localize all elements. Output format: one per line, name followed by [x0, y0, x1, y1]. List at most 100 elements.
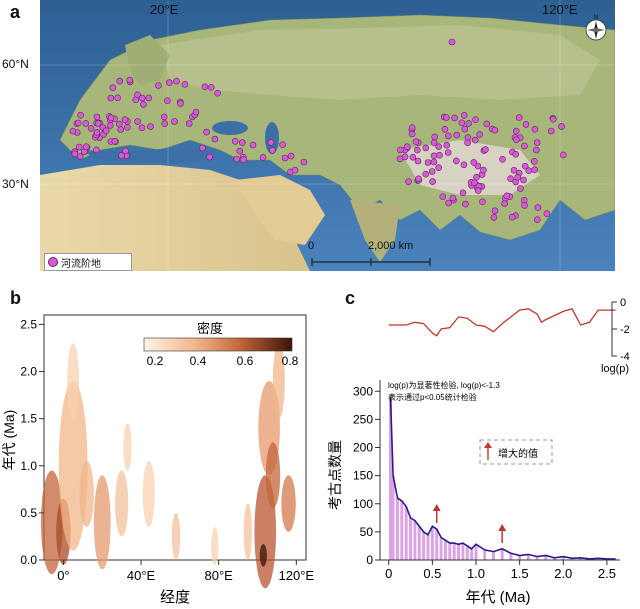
count-xtick-label: 0.5 — [423, 566, 441, 581]
terrace-point — [448, 38, 456, 46]
count-line — [389, 396, 616, 560]
terrace-point — [428, 168, 436, 175]
terrace-point — [117, 126, 124, 133]
panel-a-letter: a — [10, 2, 21, 22]
terrace-point — [171, 118, 178, 125]
terrace-point — [499, 156, 506, 163]
terrace-point — [269, 147, 276, 154]
terrace-point — [291, 166, 299, 174]
count-bar — [461, 543, 465, 560]
count-bar — [443, 540, 447, 560]
terrace-point — [74, 119, 82, 127]
count-ylabel: 考古点数量 — [327, 440, 343, 510]
terrace-point — [452, 157, 460, 165]
scale-end-label: 2,000 km — [368, 240, 414, 252]
terrace-point — [82, 143, 90, 150]
terrace-point — [476, 131, 484, 138]
terrace-point — [474, 187, 482, 194]
arrows — [432, 504, 507, 543]
density-blob — [259, 543, 267, 567]
terrace-point — [206, 153, 213, 161]
terrace-point — [412, 138, 420, 145]
count-bar — [596, 558, 600, 560]
scale-bar — [311, 258, 431, 266]
count-xlabel: 年代 (Ma) — [466, 589, 531, 606]
colorbar-tick-1: 0.4 — [190, 354, 207, 368]
count-bar — [404, 506, 408, 560]
terrace-point — [102, 127, 110, 134]
terrace-point — [138, 124, 146, 132]
compass-icon: N — [585, 15, 607, 41]
map-legend-label: 河流阶地 — [61, 258, 101, 270]
colorbar — [143, 337, 293, 352]
count-bar — [426, 534, 430, 560]
map-svg: N — [40, 0, 616, 271]
terrace-point — [107, 114, 115, 122]
india-land — [350, 200, 400, 262]
terrace-point — [470, 159, 478, 166]
terrace-point — [474, 162, 482, 170]
terrace-point — [531, 166, 538, 174]
terrace-point — [279, 141, 286, 148]
count-xtick-label: 1.5 — [511, 566, 529, 581]
terrace-point — [465, 120, 473, 127]
terrace-point — [501, 200, 508, 207]
terrace-point — [461, 125, 469, 133]
terrace-point — [107, 122, 114, 129]
logp-label: log(p) — [601, 363, 629, 375]
terrace-point — [118, 152, 125, 159]
terrace-point — [483, 120, 491, 128]
terrace-point — [77, 111, 84, 119]
heatmap-xtick-label: 40°E — [127, 568, 156, 583]
count-bar — [409, 517, 413, 560]
terrace-point — [514, 173, 522, 181]
arrow-legend-label: 增大的值 — [498, 447, 538, 460]
scandinavia-land — [125, 35, 170, 85]
count-bar — [491, 551, 495, 560]
count-histogram — [388, 396, 618, 560]
count-xtick-label: 2.0 — [554, 566, 572, 581]
arabia-desert — [235, 175, 325, 245]
increase-arrow-head — [498, 524, 507, 531]
terrace-point — [93, 129, 101, 136]
terrace-point — [93, 113, 101, 121]
terrace-point — [401, 153, 409, 161]
terrace-point — [429, 178, 436, 185]
terrace-point — [473, 173, 480, 181]
terrace-point — [430, 152, 438, 160]
terrace-point — [405, 178, 412, 185]
terrace-point — [543, 210, 551, 217]
map-legend: 河流阶地 — [44, 253, 132, 271]
count-bar — [439, 537, 443, 560]
lon-label-20e: 20°E — [150, 2, 179, 17]
terrace-point — [249, 141, 257, 149]
terrace-point — [435, 164, 443, 171]
terrace-point — [444, 132, 452, 140]
terrace-point — [82, 120, 90, 127]
heatmap-density — [40, 343, 296, 589]
terrace-point — [531, 125, 539, 133]
terrace-point — [121, 116, 129, 123]
terrace-point — [287, 152, 295, 160]
terrace-point — [515, 114, 523, 121]
terrace-point — [109, 84, 117, 91]
terrace-point — [530, 158, 538, 165]
terrace-point — [140, 101, 147, 108]
arrow-legend-box — [479, 439, 553, 465]
terrace-point — [259, 154, 267, 161]
terrace-point — [479, 198, 486, 206]
count-bar — [391, 475, 395, 560]
terrace-point — [441, 126, 449, 133]
scale-start-label: 0 — [308, 240, 315, 252]
terrace-point — [513, 136, 520, 144]
map-panel: N — [40, 0, 616, 271]
terrace-point — [413, 146, 421, 154]
colorbar-tick-2: 0.6 — [237, 354, 254, 368]
density-blob — [142, 461, 155, 528]
terrace-point — [111, 137, 119, 145]
count-bar — [579, 557, 583, 560]
terrace-point — [533, 139, 541, 146]
count-bar — [526, 554, 530, 560]
terrace-point — [281, 154, 289, 162]
terrace-point — [547, 127, 555, 135]
